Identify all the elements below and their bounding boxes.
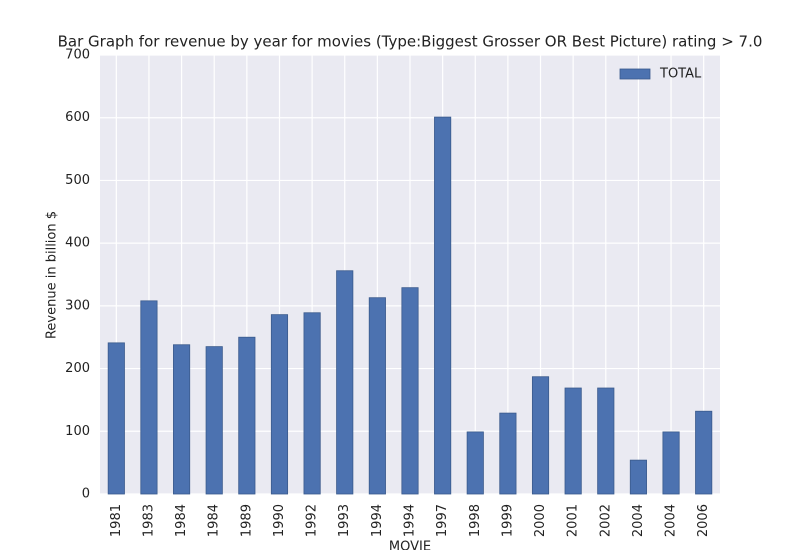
bar [564,387,582,495]
bar [531,376,550,495]
bar [466,431,484,495]
y-tick-label: 200 [65,361,90,376]
x-tick-label: 1992 [305,504,320,537]
y-tick-label: 100 [65,424,90,439]
bar [140,300,158,495]
bar [662,431,680,495]
bar [205,346,223,495]
y-tick-label: 0 [82,487,90,502]
legend-label: TOTAL [659,67,702,82]
legend-swatch [619,68,651,80]
bar [368,297,386,495]
bar [401,287,419,495]
x-tick-label: 1981 [109,504,124,537]
x-tick-label: 1989 [239,504,254,537]
chart-title: Bar Graph for revenue by year for movies… [58,33,763,51]
x-tick-label: 1984 [174,504,189,537]
x-tick-label: 1994 [403,504,418,537]
bar [499,412,517,495]
x-tick-label: 2004 [664,504,679,537]
x-tick-label: 1994 [370,504,385,537]
bar [336,270,354,495]
x-tick-label: 2001 [566,504,581,537]
x-tick-label: 2002 [598,504,613,537]
x-tick-label: 1983 [141,504,156,537]
x-tick-label: 1998 [468,504,483,537]
bar [270,314,289,495]
x-axis-label: MOVIE [389,540,431,550]
bar [173,344,191,495]
bar [434,116,452,495]
bars [107,116,713,495]
y-axis-label: Revenue in billion $ [45,211,60,339]
y-tick-label: 600 [65,110,90,125]
y-tick-label: 700 [65,48,90,63]
x-tick-label: 1984 [207,504,222,537]
bar [629,459,647,495]
bar [695,410,713,495]
x-tick-label: 2000 [533,504,548,537]
y-tick-label: 400 [65,236,90,251]
x-tick-label: 1999 [500,504,515,537]
x-tick-label: 1990 [272,504,287,537]
bar [107,342,125,495]
x-tick-label: 1993 [337,504,352,537]
x-tick-label: 2006 [696,504,711,537]
bar [303,312,321,495]
bar [238,336,256,495]
bar [597,387,615,495]
y-tick-label: 500 [65,173,90,188]
x-tick-label: 1997 [435,504,450,537]
y-tick-label: 300 [65,298,90,313]
x-tick-label: 2004 [631,504,646,537]
